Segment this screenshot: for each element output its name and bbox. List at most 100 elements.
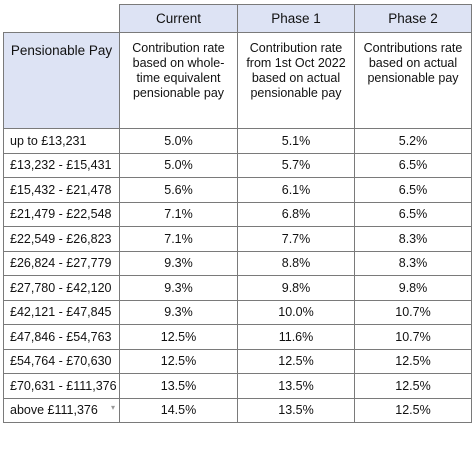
chevron-down-icon[interactable]: ▾ [110, 402, 115, 412]
phase-1-rate-cell-text: 12.5% [278, 354, 314, 369]
current-rate-cell: 13.5% [119, 373, 238, 399]
phase-2-rate-cell: 8.3% [354, 226, 472, 252]
phase-2-rate-cell-text: 10.7% [395, 329, 431, 344]
phase-1-rate-cell: 12.5% [237, 348, 355, 374]
current-rate-cell-text: 14.5% [160, 403, 197, 418]
table-row: £22,549 - £26,823 7.1% 7.7% 8.3% [3, 226, 472, 252]
table-row: £42,121 - £47,845 9.3% 10.0% 10.7% [3, 299, 472, 325]
current-rate-cell-text: 7.1% [164, 207, 193, 222]
current-rate-cell: 7.1% [119, 201, 238, 227]
phase-1-rate-cell: 13.5% [237, 373, 355, 399]
pay-band-cell: £42,121 - £47,845 [3, 299, 120, 325]
phase-2-rate-cell-text: 6.5% [398, 207, 428, 222]
pay-band-cell-text: £42,121 - £47,845 [10, 305, 112, 320]
pay-band-cell-text: £13,232 - £15,431 [10, 158, 112, 173]
phase-1-rate-cell-text: 13.5% [278, 403, 314, 418]
current-rate-cell: 14.5% [119, 397, 238, 423]
phase-2-rate-cell: 12.5% [354, 373, 472, 399]
current-rate-cell: 7.1% [119, 226, 238, 252]
phase-1-rate-cell: 11.6% [237, 324, 355, 350]
current-rate-cell-text: 13.5% [160, 378, 197, 393]
phase-1-rate-cell-text: 7.7% [281, 231, 311, 246]
pay-band-cell-text: £26,824 - £27,779 [10, 256, 112, 271]
pay-band-cell-text: up to £13,231 [10, 133, 87, 148]
phase-2-rate-cell-text: 6.5% [398, 182, 428, 197]
current-rate-cell-text: 7.1% [164, 231, 193, 246]
phase-2-rate-cell-text: 9.8% [398, 280, 428, 295]
pay-band-cell-text: £70,631 - £111,376 [10, 378, 117, 393]
phase-2-rate-cell: 8.3% [354, 250, 472, 276]
current-rate-cell-text: 12.5% [160, 354, 197, 369]
pay-band-cell-text: £54,764 - £70,630 [10, 354, 112, 369]
current-rate-cell: 9.3% [119, 250, 238, 276]
phase-1-rate-cell: 5.1% [237, 128, 355, 154]
table-row: £54,764 - £70,630 12.5% 12.5% 12.5% [3, 348, 472, 374]
current-rate-cell-text: 9.3% [164, 256, 193, 271]
phase-2-rate-cell-text: 8.3% [398, 256, 428, 271]
pay-band-cell: £22,549 - £26,823 [3, 226, 120, 252]
table-row: £13,232 - £15,431 5.0% 5.7% 6.5% [3, 152, 472, 178]
phase-2-rate-cell: 10.7% [354, 299, 472, 325]
table-row: £27,780 - £42,120 9.3% 9.8% 9.8% [3, 275, 472, 301]
table-body: up to £13,231 5.0% 5.1% 5.2% £13,232 - £15,4… [3, 128, 472, 423]
phase-2-rate-cell: 5.2% [354, 128, 472, 154]
table-row: £70,631 - £111,376 13.5% 13.5% 12.5% [3, 373, 472, 399]
current-rate-cell: 5.6% [119, 177, 238, 203]
current-rate-cell-text: 5.0% [164, 158, 193, 173]
pay-band-cell: £13,232 - £15,431 [3, 152, 120, 178]
phase-1-rate-cell: 10.0% [237, 299, 355, 325]
phase-2-rate-cell: 6.5% [354, 152, 472, 178]
pay-band-cell-text: above £111,376 [10, 403, 98, 418]
pay-band-cell-text: £27,780 - £42,120 [10, 280, 112, 295]
current-rate-cell-text: 12.5% [160, 329, 197, 344]
phase-1-rate-cell-text: 13.5% [278, 378, 314, 393]
pay-band-cell: £15,432 - £21,478 [3, 177, 120, 203]
phase-2-rate-cell: 6.5% [354, 177, 472, 203]
phase-1-rate-cell-text: 6.8% [281, 207, 311, 222]
current-rate-cell: 9.3% [119, 275, 238, 301]
current-rate-cell: 5.0% [119, 128, 238, 154]
phase-2-rate-cell: 10.7% [354, 324, 472, 350]
phase-1-rate-cell: 8.8% [237, 250, 355, 276]
pay-band-cell-text: £22,549 - £26,823 [10, 231, 112, 246]
phase-2-rate-cell-text: 6.5% [398, 158, 428, 173]
phase-1-rate-cell-text: 6.1% [281, 182, 311, 197]
pay-band-cell: £54,764 - £70,630 [3, 348, 120, 374]
current-rate-cell-text: 5.0% [164, 133, 193, 148]
column-header-row: Current Phase 1 Phase 2 [3, 4, 472, 33]
phase-1-rate-cell: 6.8% [237, 201, 355, 227]
phase-1-rate-cell: 5.7% [237, 152, 355, 178]
current-rate-cell: 9.3% [119, 299, 238, 325]
pay-band-cell-text: £21,479 - £22,548 [10, 207, 112, 222]
corner-cell [3, 4, 120, 33]
phase-2-rate-cell: 12.5% [354, 397, 472, 423]
pay-band-cell: £27,780 - £42,120 [3, 275, 120, 301]
current-rate-cell-text: 5.6% [164, 182, 193, 197]
description-current: Contribution rate based on whole-time eq… [119, 32, 238, 129]
phase-2-rate-cell: 12.5% [354, 348, 472, 374]
contribution-rates-table: Current Phase 1 Phase 2 Pensionable Pay … [3, 4, 472, 423]
description-phase-1: Contribution rate from 1st Oct 2022 base… [237, 32, 355, 129]
phase-1-rate-cell-text: 10.0% [278, 305, 314, 320]
phase-2-rate-cell: 6.5% [354, 201, 472, 227]
table-row: above £111,376 ▾ 14.5% 13.5% 12.5% [3, 397, 472, 423]
phase-2-rate-cell-text: 10.7% [395, 305, 431, 320]
table-row: £21,479 - £22,548 7.1% 6.8% 6.5% [3, 201, 472, 227]
phase-1-rate-cell: 7.7% [237, 226, 355, 252]
table-row: £47,846 - £54,763 12.5% 11.6% 10.7% [3, 324, 472, 350]
phase-2-rate-cell-text: 12.5% [395, 354, 431, 369]
table-row: up to £13,231 5.0% 5.1% 5.2% [3, 128, 472, 154]
phase-2-rate-cell-text: 8.3% [398, 231, 428, 246]
description-row: Pensionable Pay Contribution rate based … [3, 32, 472, 129]
column-header-phase-1: Phase 1 [237, 4, 355, 33]
description-phase-2: Contributions rate based on actual pensi… [354, 32, 472, 129]
pay-band-cell: £21,479 - £22,548 [3, 201, 120, 227]
row-header-pensionable-pay: Pensionable Pay [3, 32, 120, 129]
pay-band-cell: £47,846 - £54,763 [3, 324, 120, 350]
phase-2-rate-cell-text: 12.5% [395, 403, 431, 418]
phase-1-rate-cell-text: 9.8% [281, 280, 311, 295]
current-rate-cell: 12.5% [119, 324, 238, 350]
phase-2-rate-cell: 9.8% [354, 275, 472, 301]
pay-band-cell: £26,824 - £27,779 [3, 250, 120, 276]
pay-band-cell-text: £15,432 - £21,478 [10, 182, 112, 197]
